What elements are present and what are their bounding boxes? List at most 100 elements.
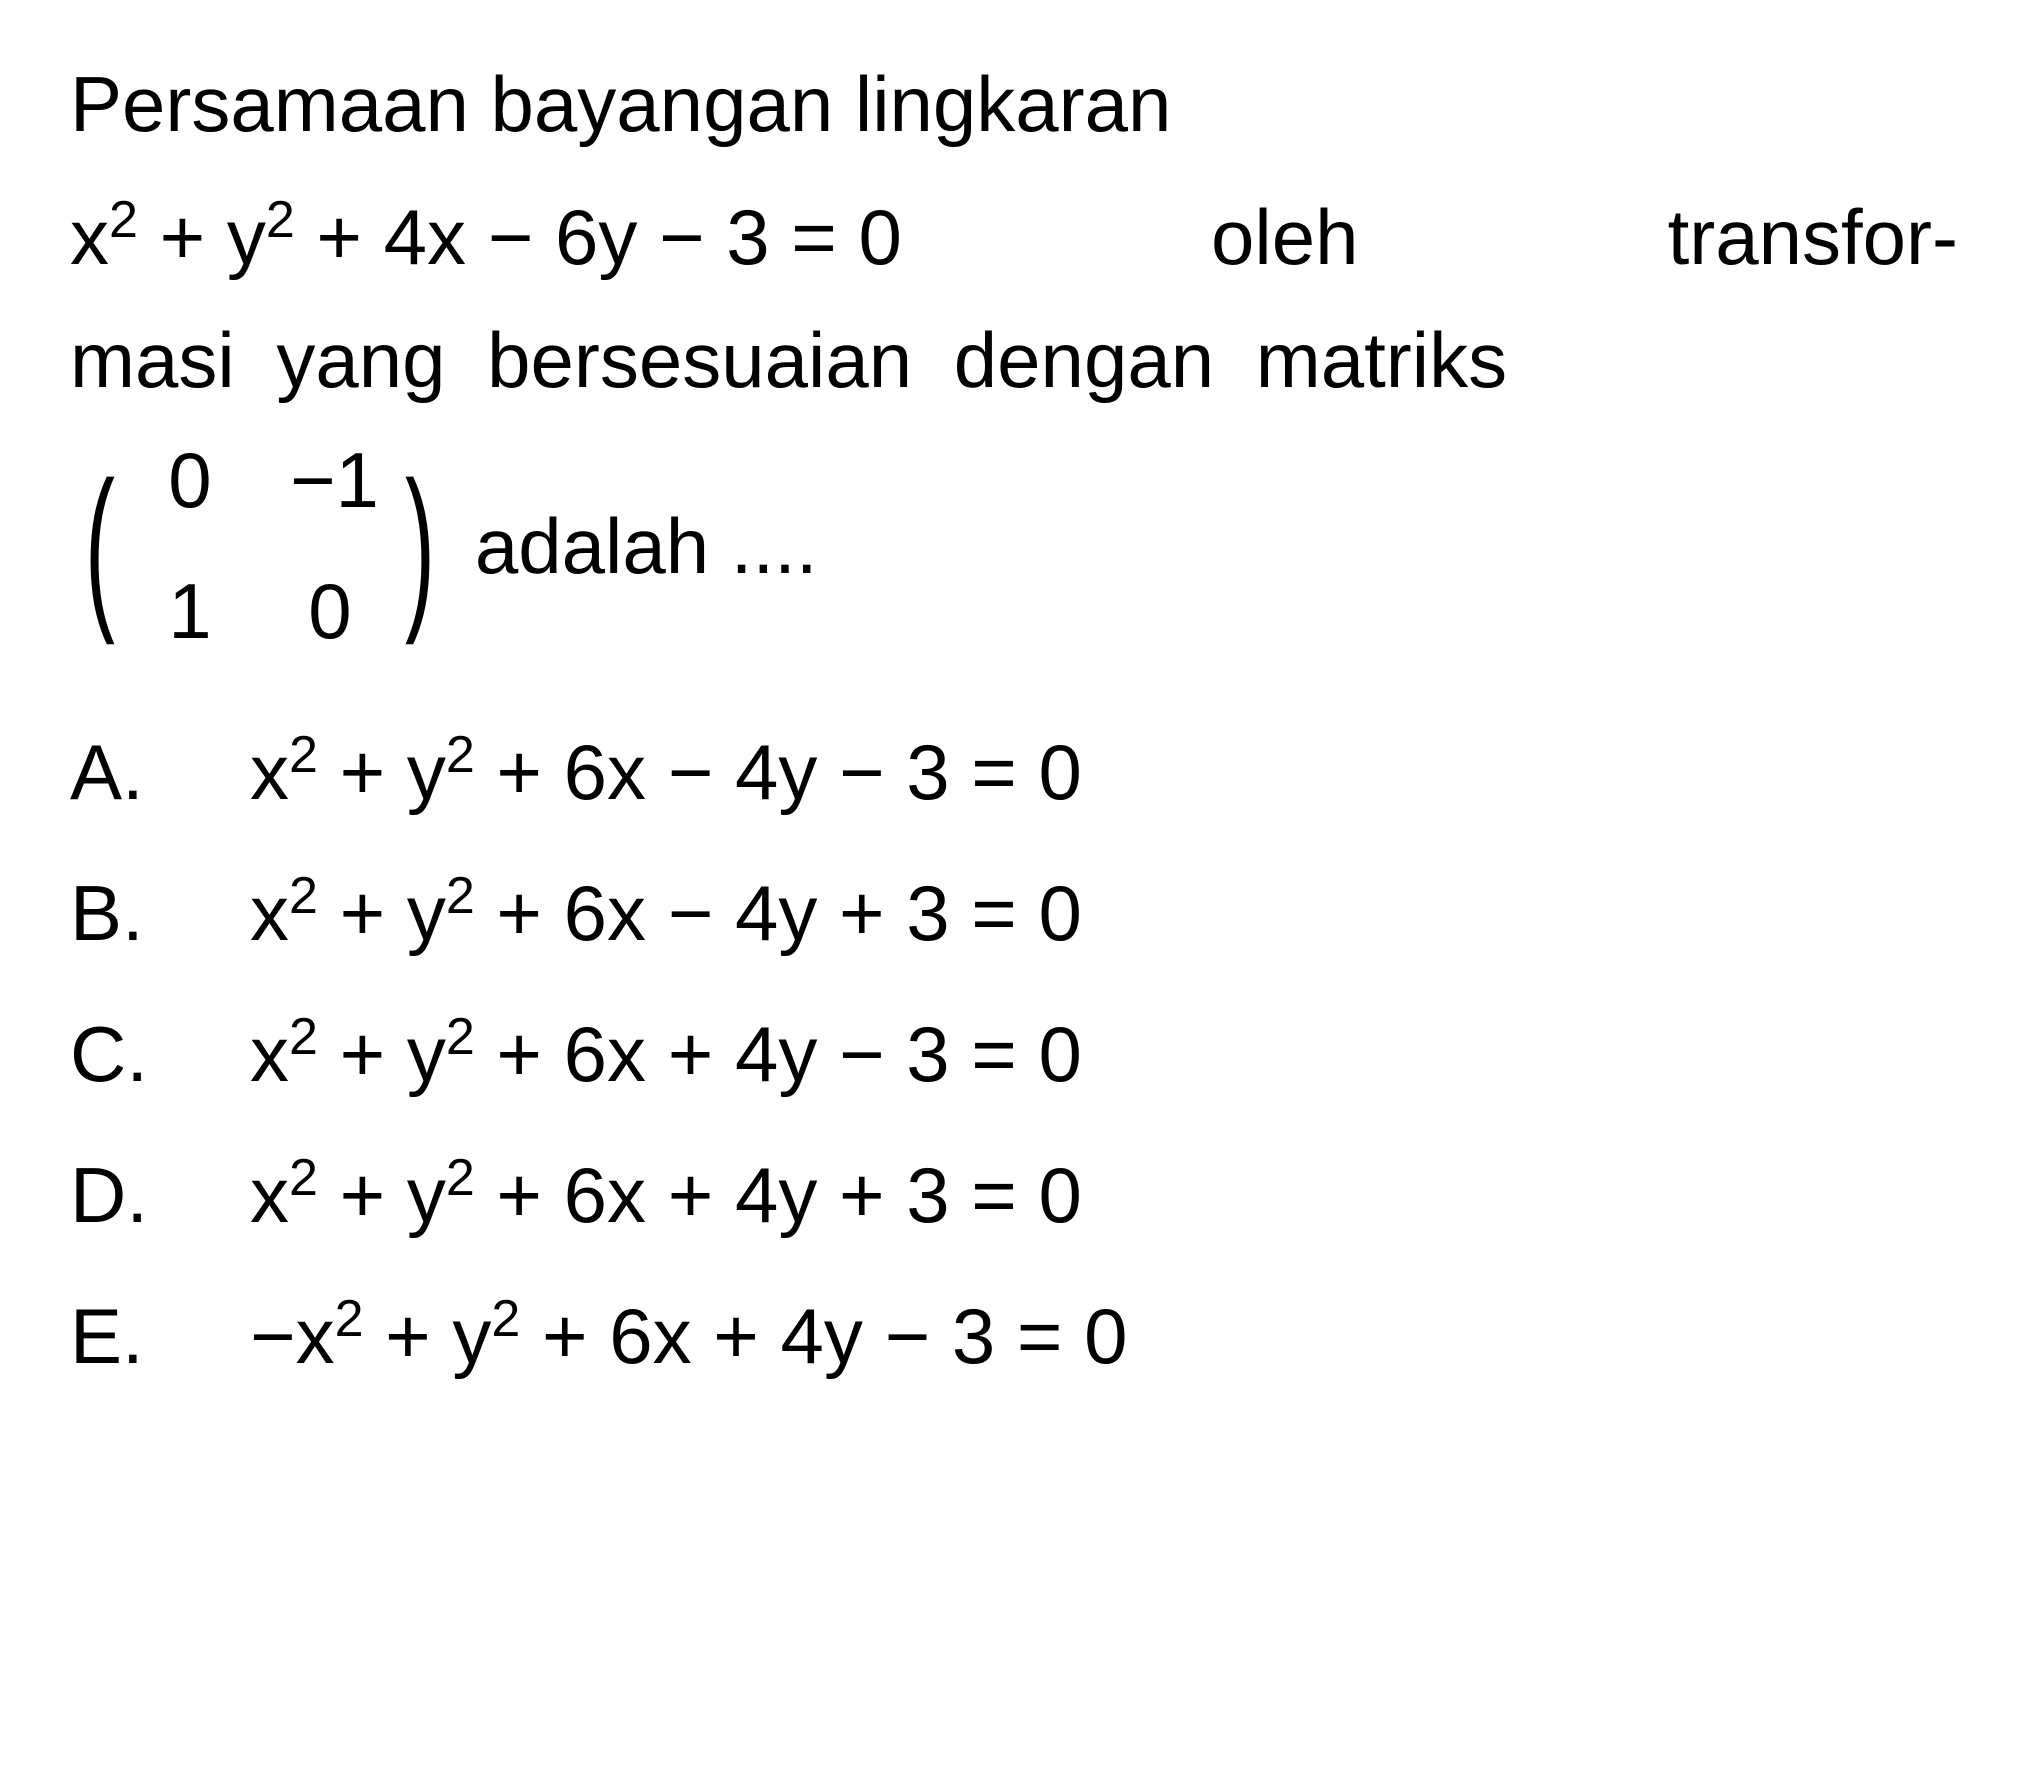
a-0: 0 — [1039, 728, 1082, 816]
options-list: A. x2 + y2 + 6x − 4y − 3 = 0 B. x2 + y2 … — [70, 727, 1958, 1382]
e-s2: 2 — [491, 1290, 520, 1348]
question-line-1: Persamaan bayangan lingkaran — [70, 50, 1958, 159]
a-6x: 6x — [564, 728, 646, 816]
a-3: 3 — [906, 728, 949, 816]
a-s2: 2 — [446, 726, 475, 784]
a-4y: 4y — [735, 728, 817, 816]
e-4y: 4y — [781, 1292, 863, 1380]
eq-4x: 4x — [384, 193, 466, 281]
a-m1: − — [646, 728, 735, 816]
a-eq: = — [950, 728, 1039, 816]
e-6x: 6x — [609, 1292, 691, 1380]
option-e: E. −x2 + y2 + 6x + 4y − 3 = 0 — [70, 1291, 1958, 1382]
question-line-2: x2 + y2 + 4x − 6y − 3 = 0 oleh transfor- — [70, 179, 1958, 296]
b-eq: = — [950, 869, 1039, 957]
matrix-content: 0 −1 1 0 — [130, 435, 390, 657]
c-0: 0 — [1039, 1010, 1082, 1098]
d-p3: + — [646, 1151, 735, 1239]
matrix-cell-r2c1: 1 — [150, 566, 230, 657]
e-0: 0 — [1084, 1292, 1127, 1380]
e-p1: + — [363, 1292, 452, 1380]
b-p2: + — [475, 869, 564, 957]
d-s1: 2 — [289, 1149, 318, 1207]
matrix-cell-r1c2: −1 — [290, 435, 370, 526]
equation-text: x2 + y2 + 4x − 6y − 3 = 0 — [70, 179, 902, 296]
e-y1: y — [452, 1292, 491, 1380]
option-d: D. x2 + y2 + 6x + 4y + 3 = 0 — [70, 1150, 1958, 1241]
word-oleh: oleh — [1211, 179, 1358, 296]
option-b-label: B. — [70, 868, 250, 959]
option-c: C. x2 + y2 + 6x + 4y − 3 = 0 — [70, 1009, 1958, 1100]
eq-m2: − — [637, 193, 726, 281]
a-y1: y — [407, 728, 446, 816]
left-paren-icon: ( — [85, 474, 115, 618]
eq-eq: = — [770, 193, 859, 281]
option-b: B. x2 + y2 + 6x − 4y + 3 = 0 — [70, 868, 1958, 959]
c-p1: + — [318, 1010, 407, 1098]
e-eq: = — [995, 1292, 1084, 1380]
matrix-row: ( 0 −1 1 0 ) adalah .... — [70, 435, 1958, 657]
b-p3: + — [817, 869, 906, 957]
e-s1: 2 — [335, 1290, 364, 1348]
d-p4: + — [817, 1151, 906, 1239]
a-x1: x — [250, 728, 289, 816]
b-y1: y — [407, 869, 446, 957]
matrix-row-2: 1 0 — [150, 566, 370, 657]
e-x1: x — [296, 1292, 335, 1380]
spacer-2 — [1359, 179, 1668, 296]
option-a-text: x2 + y2 + 6x − 4y − 3 = 0 — [250, 727, 1082, 818]
b-s1: 2 — [289, 867, 318, 925]
a-p2: + — [475, 728, 564, 816]
option-c-text: x2 + y2 + 6x + 4y − 3 = 0 — [250, 1009, 1082, 1100]
option-a: A. x2 + y2 + 6x − 4y − 3 = 0 — [70, 727, 1958, 818]
c-p3: + — [646, 1010, 735, 1098]
b-s2: 2 — [446, 867, 475, 925]
e-3: 3 — [952, 1292, 995, 1380]
d-4y: 4y — [735, 1151, 817, 1239]
adalah-text: adalah .... — [475, 501, 818, 592]
matrix-cell-r1c1: 0 — [150, 435, 230, 526]
eq-sup2: 2 — [266, 191, 295, 249]
matrix-row-1: 0 −1 — [150, 435, 370, 526]
question-container: Persamaan bayangan lingkaran x2 + y2 + 4… — [70, 50, 1958, 1382]
option-e-text: −x2 + y2 + 6x + 4y − 3 = 0 — [250, 1291, 1128, 1382]
word-transfor: transfor- — [1668, 179, 1958, 296]
spacer-1 — [902, 179, 1211, 296]
c-eq: = — [950, 1010, 1039, 1098]
b-p1: + — [318, 869, 407, 957]
c-m1: − — [817, 1010, 906, 1098]
option-d-label: D. — [70, 1150, 250, 1241]
a-s1: 2 — [289, 726, 318, 784]
d-p1: + — [318, 1151, 407, 1239]
c-p2: + — [475, 1010, 564, 1098]
eq-m1: − — [466, 193, 555, 281]
d-p2: + — [475, 1151, 564, 1239]
eq-p1: + — [138, 193, 227, 281]
option-a-label: A. — [70, 727, 250, 818]
b-4y: 4y — [735, 869, 817, 957]
a-m2: − — [817, 728, 906, 816]
b-3: 3 — [906, 869, 949, 957]
a-p1: + — [318, 728, 407, 816]
c-y1: y — [407, 1010, 446, 1098]
option-c-label: C. — [70, 1009, 250, 1100]
option-e-label: E. — [70, 1291, 250, 1382]
eq-sup1: 2 — [109, 191, 138, 249]
right-paren-icon: ) — [405, 474, 435, 618]
d-0: 0 — [1039, 1151, 1082, 1239]
e-neg: − — [250, 1292, 296, 1380]
e-p3: + — [692, 1292, 781, 1380]
eq-x1: x — [70, 193, 109, 281]
eq-y1: y — [227, 193, 266, 281]
matrix-cell-r2c2: 0 — [290, 566, 370, 657]
eq-3: 3 — [726, 193, 769, 281]
e-p2: + — [520, 1292, 609, 1380]
eq-6y: 6y — [555, 193, 637, 281]
b-0: 0 — [1039, 869, 1082, 957]
d-3: 3 — [906, 1151, 949, 1239]
option-d-text: x2 + y2 + 6x + 4y + 3 = 0 — [250, 1150, 1082, 1241]
c-3: 3 — [906, 1010, 949, 1098]
d-eq: = — [950, 1151, 1039, 1239]
question-line-3: masi yang bersesuaian dengan matriks — [70, 306, 1958, 415]
c-x1: x — [250, 1010, 289, 1098]
